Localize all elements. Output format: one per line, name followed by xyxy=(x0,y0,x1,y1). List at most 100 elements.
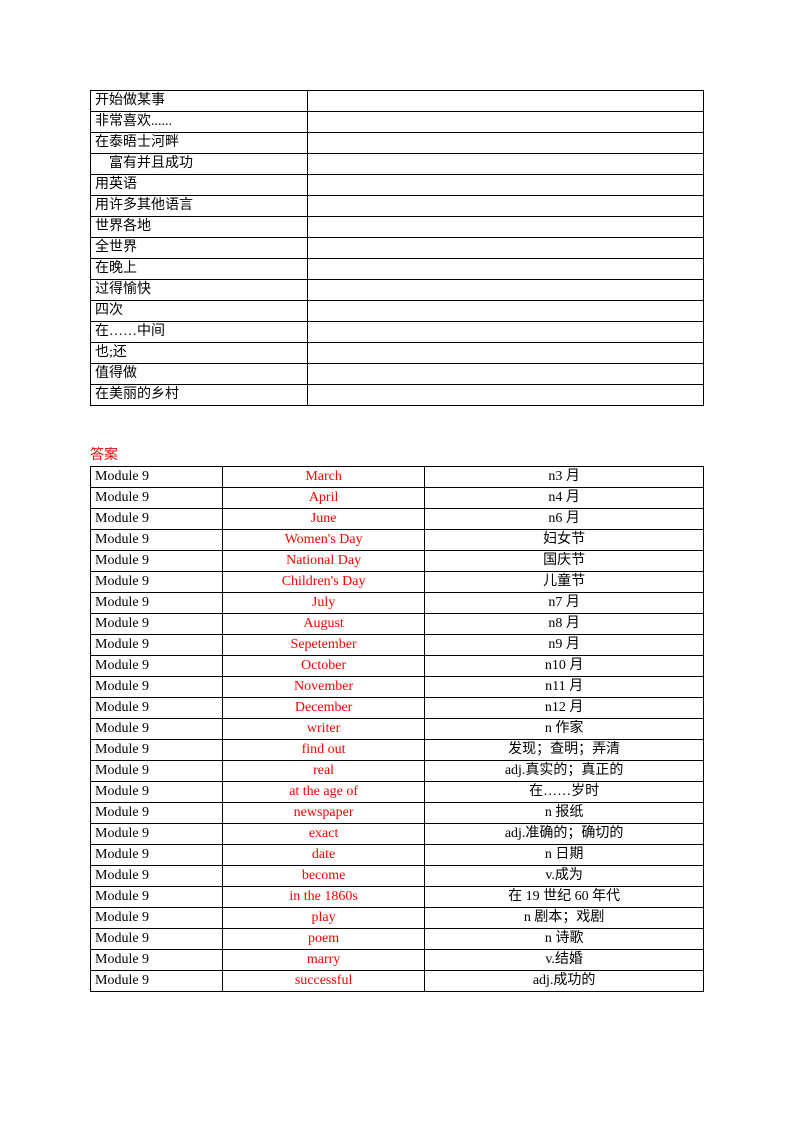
module-cell: Module 9 xyxy=(91,572,223,593)
phrase-cell: 过得愉快 xyxy=(91,280,308,301)
chinese-cell: n8 月 xyxy=(425,614,704,635)
chinese-cell: adj.真实的；真正的 xyxy=(425,761,704,782)
chinese-cell: adj.成功的 xyxy=(425,971,704,992)
english-cell: newspaper xyxy=(222,803,424,824)
english-cell: June xyxy=(222,509,424,530)
chinese-cell: n9 月 xyxy=(425,635,704,656)
chinese-cell: n 诗歌 xyxy=(425,929,704,950)
english-cell: play xyxy=(222,908,424,929)
chinese-cell: n6 月 xyxy=(425,509,704,530)
english-cell: August xyxy=(222,614,424,635)
chinese-cell: n3 月 xyxy=(425,467,704,488)
table-row: 在美丽的乡村 xyxy=(91,385,704,406)
module-cell: Module 9 xyxy=(91,614,223,635)
english-cell: at the age of xyxy=(222,782,424,803)
phrase-cell: 值得做 xyxy=(91,364,308,385)
table-row: 全世界 xyxy=(91,238,704,259)
table-row: Module 9at the age of在……岁时 xyxy=(91,782,704,803)
chinese-cell: n10 月 xyxy=(425,656,704,677)
blank-cell xyxy=(308,259,704,280)
phrase-cell: 非常喜欢...... xyxy=(91,112,308,133)
english-cell: Children's Day xyxy=(222,572,424,593)
blank-cell xyxy=(308,322,704,343)
chinese-cell: n 剧本；戏剧 xyxy=(425,908,704,929)
table-row: 在……中间 xyxy=(91,322,704,343)
table-row: Module 9Decembern12 月 xyxy=(91,698,704,719)
table-row: Module 9marryv.结婚 xyxy=(91,950,704,971)
phrase-cell: 用英语 xyxy=(91,175,308,196)
table-row: Module 9find out发现；查明；弄清 xyxy=(91,740,704,761)
table-row: Module 9realadj.真实的；真正的 xyxy=(91,761,704,782)
table-row: Module 9Children's Day儿童节 xyxy=(91,572,704,593)
chinese-cell: n 作家 xyxy=(425,719,704,740)
phrase-cell: 全世界 xyxy=(91,238,308,259)
phrase-cell: 富有并且成功 xyxy=(91,154,308,175)
table-row: Module 9National Day国庆节 xyxy=(91,551,704,572)
table-row: 用英语 xyxy=(91,175,704,196)
english-cell: marry xyxy=(222,950,424,971)
blank-cell xyxy=(308,133,704,154)
module-cell: Module 9 xyxy=(91,971,223,992)
phrase-cell: 开始做某事 xyxy=(91,91,308,112)
module-cell: Module 9 xyxy=(91,656,223,677)
module-cell: Module 9 xyxy=(91,803,223,824)
table-row: Module 9Marchn3 月 xyxy=(91,467,704,488)
table-row: Module 9playn 剧本；戏剧 xyxy=(91,908,704,929)
table-row: Module 9poemn 诗歌 xyxy=(91,929,704,950)
phrase-cell: 在泰晤士河畔 xyxy=(91,133,308,154)
english-cell: March xyxy=(222,467,424,488)
phrase-cell: 四次 xyxy=(91,301,308,322)
table-row: 在晚上 xyxy=(91,259,704,280)
module-cell: Module 9 xyxy=(91,530,223,551)
table-row: Module 9Sepetembern9 月 xyxy=(91,635,704,656)
module-cell: Module 9 xyxy=(91,509,223,530)
english-cell: successful xyxy=(222,971,424,992)
blank-cell xyxy=(308,154,704,175)
english-cell: in the 1860s xyxy=(222,887,424,908)
english-cell: October xyxy=(222,656,424,677)
blank-cell xyxy=(308,364,704,385)
chinese-cell: n 报纸 xyxy=(425,803,704,824)
table-row: 用许多其他语言 xyxy=(91,196,704,217)
vocab-table-answers: Module 9Marchn3 月Module 9Apriln4 月Module… xyxy=(90,466,704,992)
module-cell: Module 9 xyxy=(91,698,223,719)
table-row: Module 9Octobern10 月 xyxy=(91,656,704,677)
chinese-cell: 在……岁时 xyxy=(425,782,704,803)
module-cell: Module 9 xyxy=(91,782,223,803)
english-cell: writer xyxy=(222,719,424,740)
phrase-cell: 在美丽的乡村 xyxy=(91,385,308,406)
blank-cell xyxy=(308,91,704,112)
table-row: Module 9Augustn8 月 xyxy=(91,614,704,635)
chinese-cell: n4 月 xyxy=(425,488,704,509)
chinese-cell: 在 19 世纪 60 年代 xyxy=(425,887,704,908)
english-cell: National Day xyxy=(222,551,424,572)
table-row: 在泰晤士河畔 xyxy=(91,133,704,154)
blank-cell xyxy=(308,385,704,406)
blank-cell xyxy=(308,280,704,301)
table-row: Module 9exactadj.准确的；确切的 xyxy=(91,824,704,845)
table-row: 非常喜欢...... xyxy=(91,112,704,133)
table-row: Module 9newspapern 报纸 xyxy=(91,803,704,824)
table-row: 过得愉快 xyxy=(91,280,704,301)
blank-cell xyxy=(308,196,704,217)
phrase-cell: 用许多其他语言 xyxy=(91,196,308,217)
english-cell: poem xyxy=(222,929,424,950)
phrase-cell: 在……中间 xyxy=(91,322,308,343)
chinese-cell: n 日期 xyxy=(425,845,704,866)
chinese-cell: 妇女节 xyxy=(425,530,704,551)
table-row: Module 9successfuladj.成功的 xyxy=(91,971,704,992)
english-cell: July xyxy=(222,593,424,614)
table-row: Module 9Novembern11 月 xyxy=(91,677,704,698)
blank-cell xyxy=(308,301,704,322)
english-cell: become xyxy=(222,866,424,887)
module-cell: Module 9 xyxy=(91,719,223,740)
english-cell: date xyxy=(222,845,424,866)
module-cell: Module 9 xyxy=(91,488,223,509)
chinese-cell: adj.准确的；确切的 xyxy=(425,824,704,845)
module-cell: Module 9 xyxy=(91,866,223,887)
chinese-cell: 国庆节 xyxy=(425,551,704,572)
phrase-cell: 在晚上 xyxy=(91,259,308,280)
table-row: 四次 xyxy=(91,301,704,322)
module-cell: Module 9 xyxy=(91,635,223,656)
blank-cell xyxy=(308,238,704,259)
